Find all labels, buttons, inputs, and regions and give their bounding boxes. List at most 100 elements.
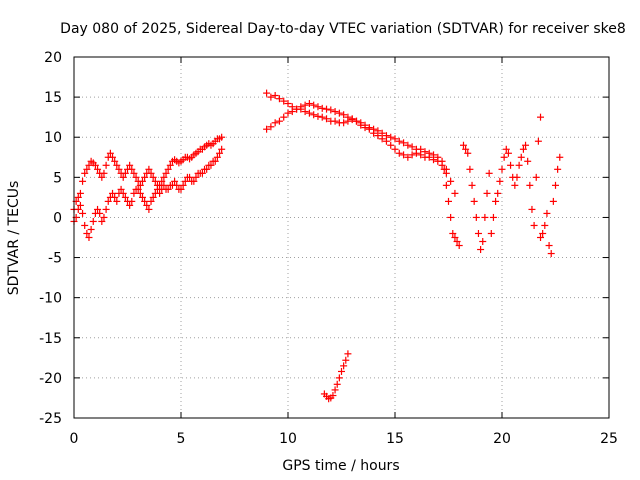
data-point — [267, 93, 275, 101]
data-point — [537, 234, 545, 241]
data-point — [301, 101, 309, 109]
data-point — [160, 181, 168, 189]
data-point — [545, 242, 553, 250]
data-point — [166, 161, 174, 169]
data-point — [138, 193, 146, 201]
data-point — [447, 213, 455, 221]
data-point — [74, 193, 82, 201]
data-point — [338, 367, 345, 375]
series-segment-6 — [440, 165, 463, 250]
data-point — [329, 392, 337, 400]
data-point — [440, 165, 448, 173]
data-point — [85, 234, 93, 241]
data-point — [481, 213, 489, 221]
data-point — [451, 234, 459, 241]
data-point — [181, 177, 189, 185]
data-point — [474, 229, 482, 237]
data-point — [198, 169, 206, 177]
data-point — [138, 177, 146, 185]
data-point — [408, 143, 416, 151]
data-point — [534, 137, 542, 145]
data-point — [496, 177, 504, 185]
series-segment-7 — [459, 141, 493, 254]
data-point — [522, 141, 530, 149]
data-point — [288, 108, 296, 116]
data-point — [76, 189, 84, 197]
data-point — [515, 161, 523, 169]
data-point — [549, 197, 557, 205]
x-tick-label: 15 — [386, 431, 404, 447]
data-point — [430, 156, 438, 164]
data-point — [404, 153, 412, 161]
data-point — [143, 201, 151, 209]
data-point — [479, 238, 487, 246]
data-point — [442, 181, 450, 189]
data-point — [530, 221, 538, 229]
data-point — [417, 151, 425, 159]
data-point — [331, 386, 339, 394]
data-point — [74, 205, 82, 213]
data-point — [318, 113, 326, 121]
data-point — [79, 177, 87, 185]
data-point — [333, 380, 341, 388]
data-point — [89, 217, 97, 225]
data-point — [267, 123, 275, 131]
data-point — [462, 145, 470, 153]
data-point — [498, 165, 506, 173]
data-point — [318, 104, 326, 112]
data-point — [447, 177, 455, 185]
data-point — [387, 141, 395, 149]
data-point — [453, 238, 461, 246]
data-point — [528, 205, 536, 213]
data-point — [297, 105, 305, 113]
data-point — [160, 173, 168, 181]
data-point — [301, 108, 309, 116]
data-point — [489, 213, 497, 221]
data-point — [340, 111, 348, 119]
data-point — [344, 350, 352, 358]
data-point — [102, 205, 110, 213]
data-point — [121, 193, 129, 201]
data-point — [151, 177, 159, 185]
data-point — [192, 173, 200, 181]
data-point — [280, 97, 288, 105]
data-point — [79, 209, 87, 217]
series-segment-8 — [487, 113, 545, 237]
data-point — [468, 181, 476, 189]
data-point — [387, 133, 395, 141]
data-point — [85, 161, 93, 169]
data-point — [537, 113, 545, 121]
data-point — [455, 242, 463, 250]
data-point — [102, 161, 110, 169]
data-point — [464, 149, 472, 157]
series-segment-9 — [537, 153, 564, 258]
data-point — [526, 181, 534, 189]
data-point — [130, 169, 138, 177]
data-point — [348, 116, 356, 124]
data-point — [91, 161, 99, 169]
data-point — [216, 149, 224, 157]
data-point — [141, 197, 149, 205]
data-point — [340, 362, 348, 370]
data-point — [543, 209, 551, 217]
data-point — [470, 197, 478, 205]
data-point — [539, 229, 547, 237]
y-tick-label: 10 — [44, 130, 62, 146]
tick-layer: 0 5 10 15 20 25 20 15 10 5 0 -5 -10 -15 -20 -25 — [39, 50, 618, 447]
data-point — [485, 169, 493, 177]
data-point — [466, 165, 474, 173]
data-point — [130, 189, 138, 197]
y-tick-label: -15 — [39, 331, 62, 347]
data-point — [145, 165, 153, 173]
x-tick-label: 10 — [279, 431, 297, 447]
data-point — [190, 177, 198, 185]
data-point — [335, 109, 343, 117]
y-tick-label: 0 — [53, 210, 62, 226]
data-point — [365, 125, 373, 133]
x-tick-label: 20 — [493, 431, 511, 447]
data-point — [395, 137, 403, 145]
data-point — [186, 173, 194, 181]
data-point — [314, 112, 322, 120]
data-point — [519, 145, 527, 153]
